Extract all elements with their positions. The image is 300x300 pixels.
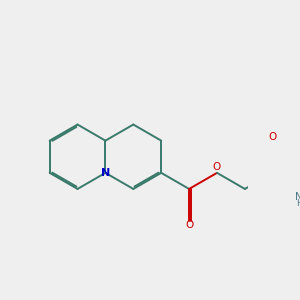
Text: N: N	[296, 192, 300, 202]
Text: H: H	[296, 199, 300, 208]
Text: N: N	[101, 168, 110, 178]
Text: O: O	[269, 132, 277, 142]
Text: O: O	[185, 220, 193, 230]
Text: O: O	[213, 162, 221, 172]
